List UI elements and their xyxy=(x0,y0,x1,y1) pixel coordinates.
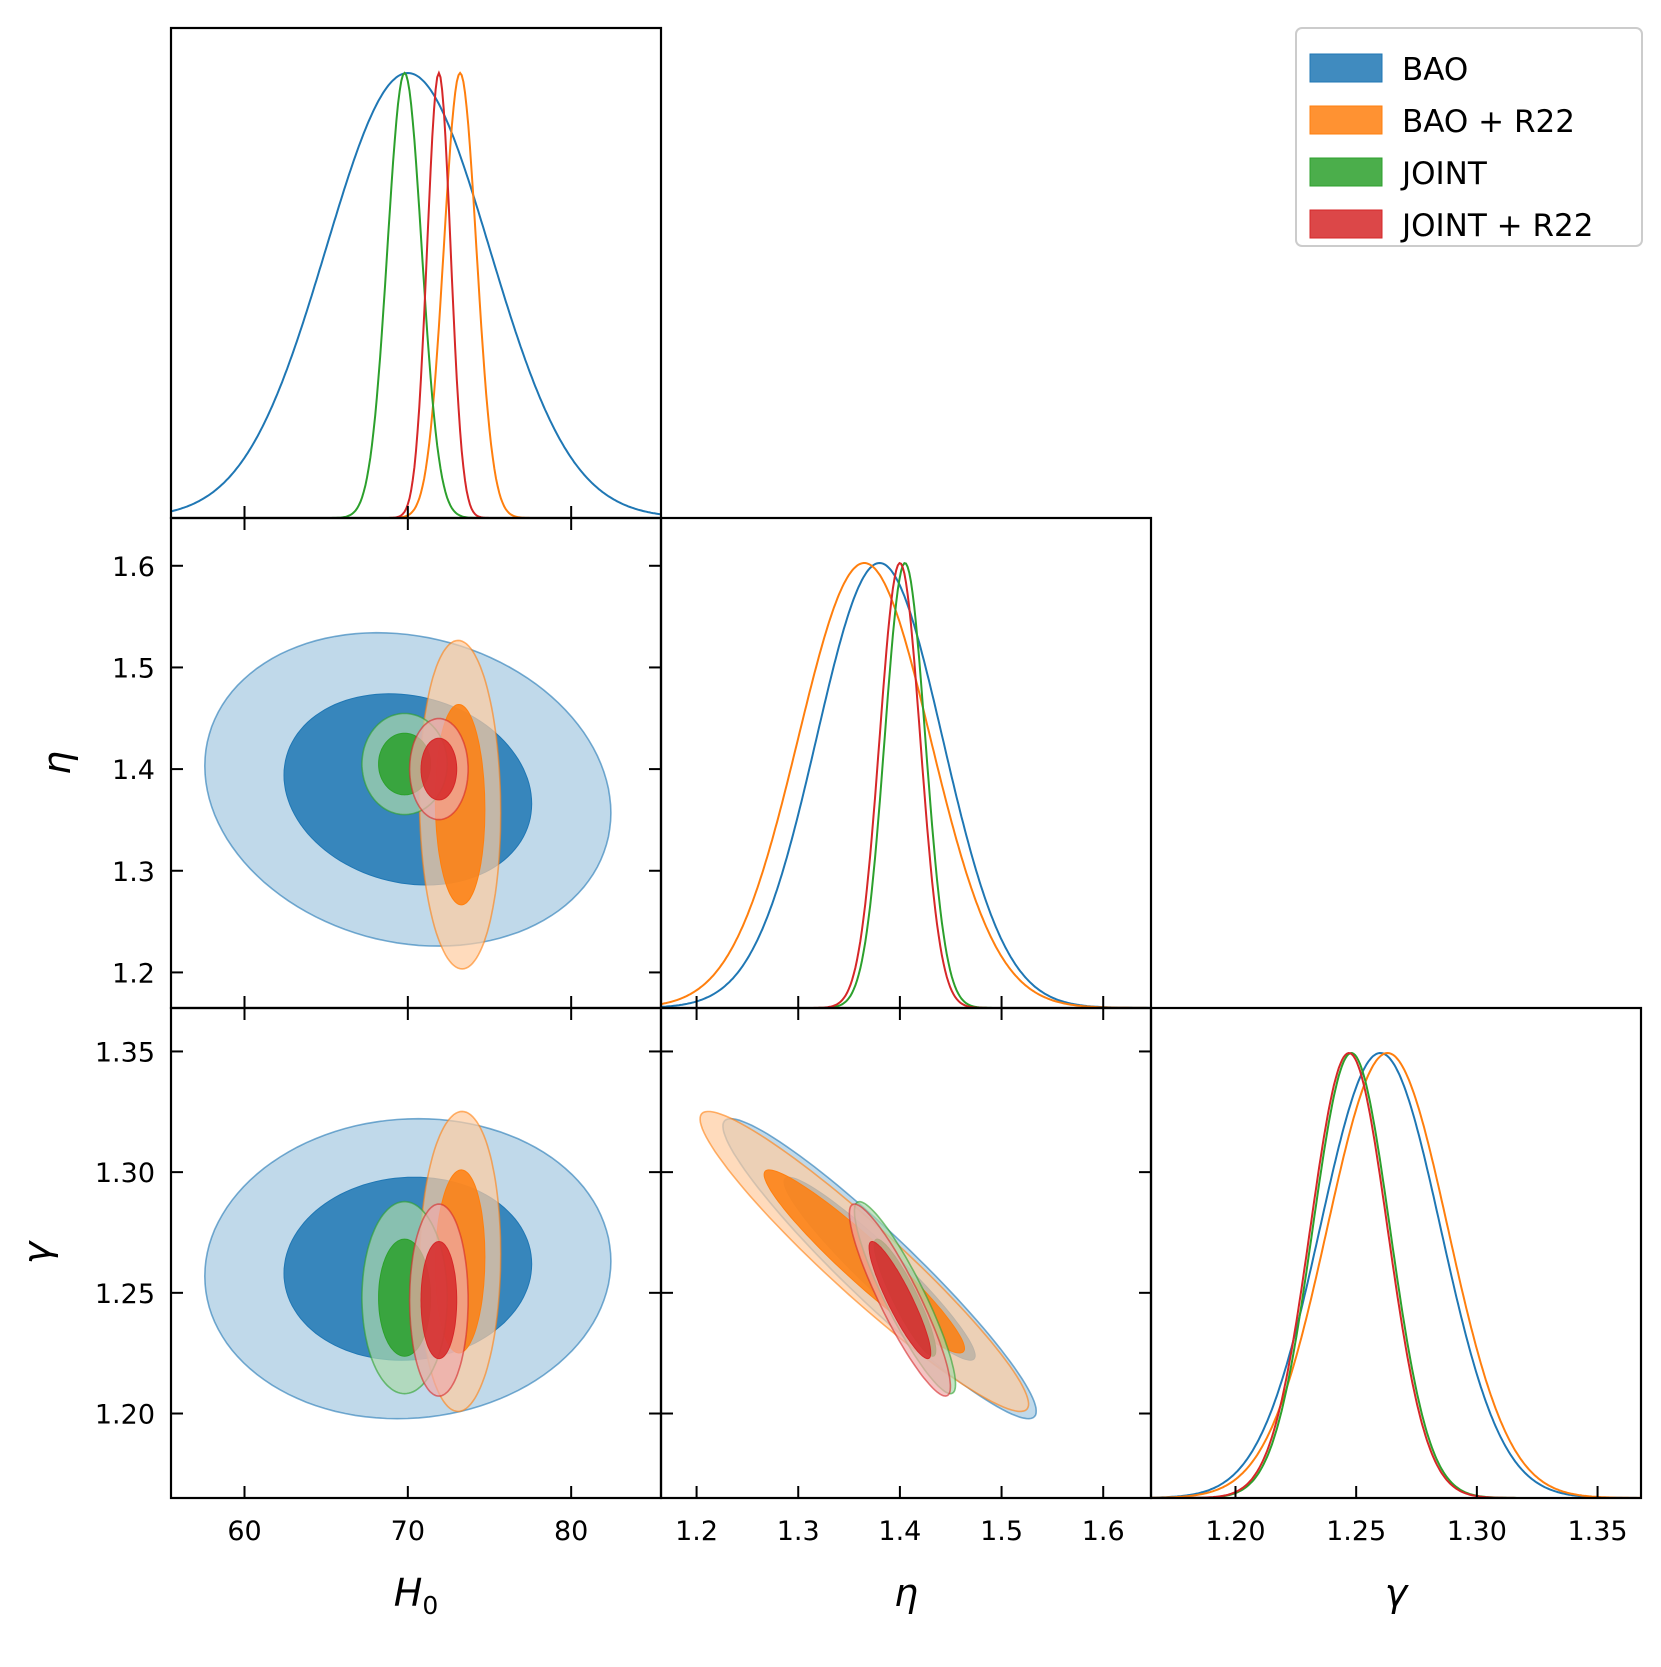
contour-panel-H0-eta xyxy=(203,631,612,970)
y-tick-label-gamma: 1.35 xyxy=(95,1037,155,1068)
y-tick-label-eta: 1.2 xyxy=(112,958,155,989)
marginal-eta-series-0 xyxy=(661,561,1151,1008)
marginal-eta-series-1 xyxy=(661,562,1151,1008)
marginal-H0-series-2 xyxy=(171,71,661,518)
marginal-H0-series-1 xyxy=(171,71,661,518)
x-tick-label-H0: 80 xyxy=(554,1516,588,1547)
x-tick-label-eta: 1.2 xyxy=(675,1516,718,1547)
legend-swatch xyxy=(1309,105,1383,135)
axis-label-gamma: γ xyxy=(15,1239,59,1264)
legend-swatch xyxy=(1309,53,1383,83)
marginal-gamma-series-2 xyxy=(1151,1051,1641,1498)
contour-68-eta-gamma-series-3 xyxy=(868,1241,932,1360)
axis-label-gamma: γ xyxy=(1385,1571,1410,1615)
legend-label: BAO + R22 xyxy=(1402,104,1575,140)
contour-68-H0-gamma-series-3 xyxy=(420,1240,458,1360)
marginal-eta-series-2 xyxy=(661,562,1151,1008)
y-tick-label-eta: 1.6 xyxy=(112,552,155,583)
axis-label-H0: H0 xyxy=(394,1571,438,1620)
axis-label-eta: η xyxy=(35,751,79,775)
marginal-gamma-series-1 xyxy=(1151,1051,1641,1498)
legend-swatch xyxy=(1309,157,1383,187)
legend-label: BAO xyxy=(1402,52,1468,88)
marginal-panel-eta xyxy=(661,561,1151,1008)
panel-frame-2-2 xyxy=(1149,1006,1643,1500)
marginal-panel-gamma xyxy=(1151,1051,1641,1498)
marginal-eta-series-3 xyxy=(661,561,1151,1008)
y-tick-label-eta: 1.4 xyxy=(112,755,155,786)
x-tick-label-eta: 1.3 xyxy=(777,1516,820,1547)
x-tick-label-eta: 1.4 xyxy=(878,1516,921,1547)
contour-panel-eta-gamma xyxy=(699,1110,1038,1420)
x-tick-label-eta: 1.6 xyxy=(1082,1516,1125,1547)
y-tick-label-gamma: 1.20 xyxy=(95,1400,155,1431)
x-tick-label-gamma: 1.30 xyxy=(1447,1516,1507,1547)
x-tick-label-gamma: 1.35 xyxy=(1567,1516,1627,1547)
x-tick-label-gamma: 1.25 xyxy=(1326,1516,1386,1547)
x-tick-label-gamma: 1.20 xyxy=(1205,1516,1265,1547)
y-tick-label-eta: 1.3 xyxy=(112,857,155,888)
panel-frame-1-1 xyxy=(659,516,1153,1010)
marginal-gamma-series-3 xyxy=(1151,1051,1641,1498)
legend: BAO BAO + R22 JOINT JOINT + R22 xyxy=(1295,27,1643,247)
y-tick-label-eta: 1.5 xyxy=(112,653,155,684)
legend-swatch xyxy=(1309,209,1383,239)
y-tick-label-gamma: 1.25 xyxy=(95,1279,155,1310)
x-tick-label-eta: 1.5 xyxy=(980,1516,1023,1547)
contour-panel-H0-gamma xyxy=(203,1110,612,1420)
x-tick-label-H0: 60 xyxy=(227,1516,261,1547)
marginal-H0-series-3 xyxy=(171,70,661,518)
marginal-gamma-series-0 xyxy=(1151,1051,1641,1498)
y-tick-label-gamma: 1.30 xyxy=(95,1158,155,1189)
legend-label: JOINT + R22 xyxy=(1400,208,1593,244)
legend-label: JOINT xyxy=(1400,156,1488,192)
x-tick-label-H0: 70 xyxy=(391,1516,425,1547)
marginal-panel-H0 xyxy=(171,70,661,518)
contour-68-H0-eta-series-3 xyxy=(420,737,458,801)
marginal-H0-series-0 xyxy=(171,71,661,516)
axis-label-eta: η xyxy=(894,1571,918,1615)
